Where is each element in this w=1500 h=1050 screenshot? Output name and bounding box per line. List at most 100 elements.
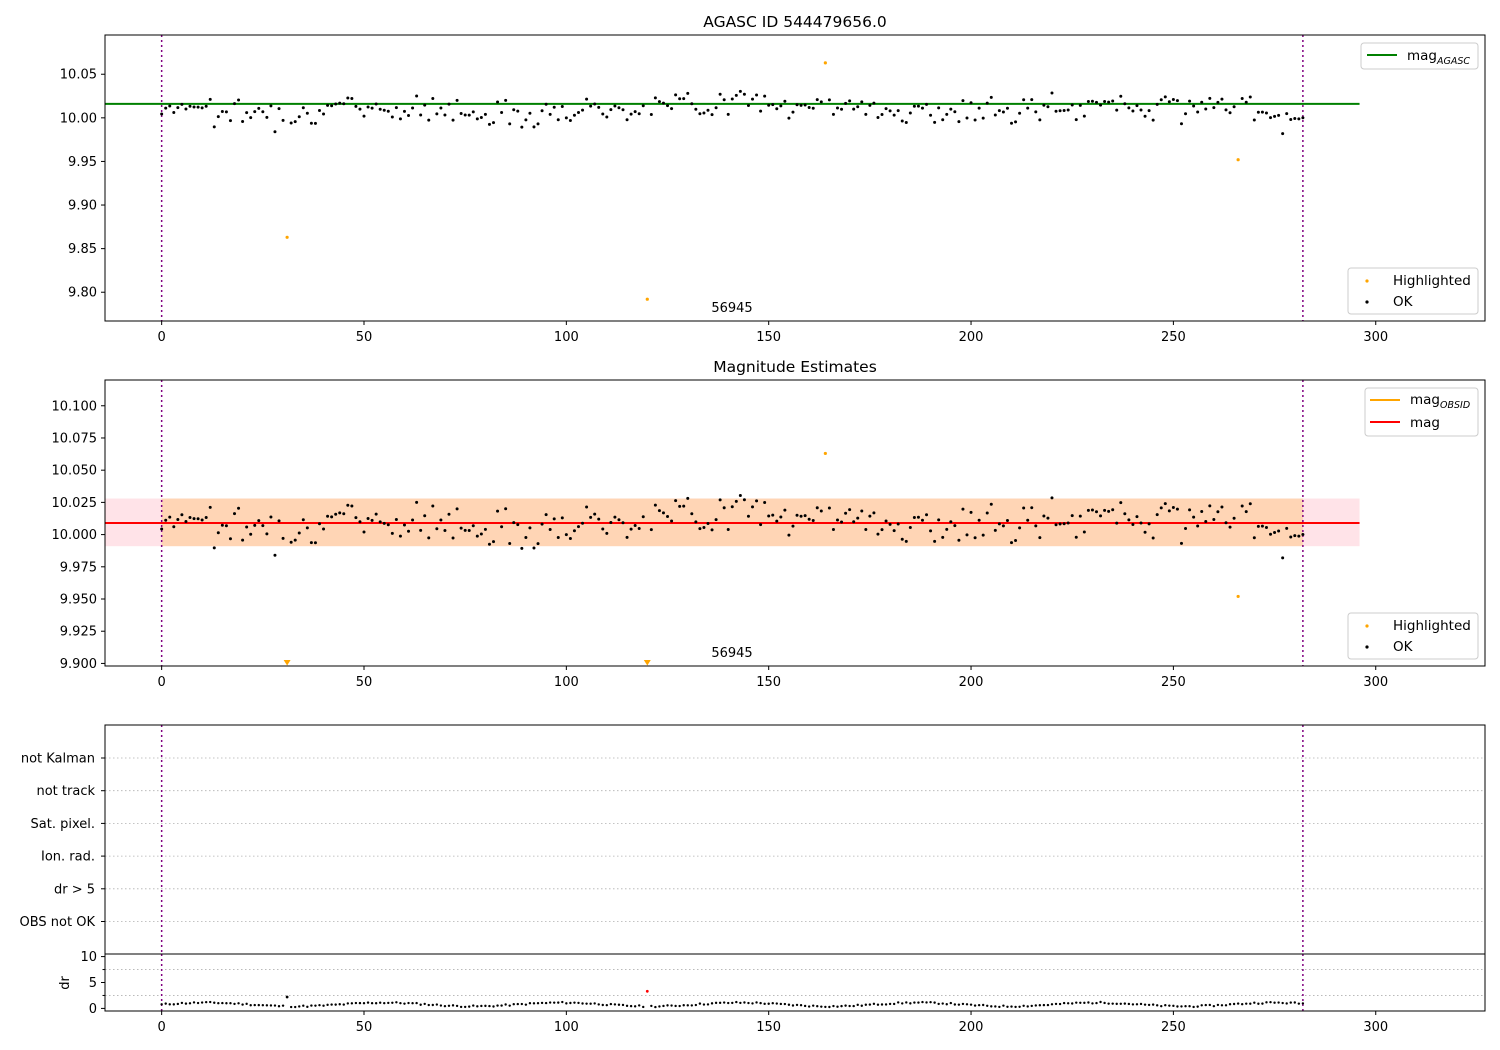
ok-point xyxy=(196,105,200,109)
dr-point xyxy=(229,1002,232,1005)
ok-point xyxy=(1082,530,1086,534)
dr-point xyxy=(249,1004,252,1007)
ok-point xyxy=(536,122,540,126)
ok-point xyxy=(1038,536,1042,540)
dr-point xyxy=(1160,1004,1163,1008)
ok-point xyxy=(249,116,253,120)
dr-point xyxy=(427,1003,430,1007)
ok-point xyxy=(678,97,682,101)
ok-point xyxy=(779,515,783,519)
flag-category-label: dr > 5 xyxy=(54,882,95,897)
ok-point xyxy=(204,104,208,108)
dr-point xyxy=(860,1004,863,1007)
ok-point xyxy=(621,108,625,112)
ok-point xyxy=(993,113,997,117)
dr-point xyxy=(544,1001,548,1005)
ok-point xyxy=(443,113,447,117)
ok-point xyxy=(220,523,224,527)
ok-point xyxy=(411,106,415,110)
ok-point xyxy=(350,96,354,100)
ok-point xyxy=(297,115,301,119)
dr-point xyxy=(868,1003,872,1006)
dr-point xyxy=(953,1003,957,1006)
ok-point xyxy=(601,527,605,531)
dr-point xyxy=(1115,1002,1118,1006)
ok-point xyxy=(180,102,184,106)
dr-point xyxy=(674,1004,677,1008)
ok-point xyxy=(633,523,637,527)
dr-point xyxy=(856,1003,859,1007)
dr-point xyxy=(613,1003,617,1006)
ok-point xyxy=(540,522,544,526)
dr-point xyxy=(374,1002,378,1005)
dr-point xyxy=(816,1005,819,1008)
dr-point xyxy=(1184,1004,1187,1008)
ok-point xyxy=(621,521,625,525)
ok-point xyxy=(330,104,334,108)
dr-point xyxy=(929,1000,932,1004)
dr-point xyxy=(852,1004,855,1008)
ok-point xyxy=(407,529,411,533)
y-tick-label: 10.000 xyxy=(52,528,98,543)
dr-point xyxy=(1249,1002,1252,1005)
ok-point xyxy=(937,518,941,522)
dr-point xyxy=(484,1004,487,1008)
dr-point xyxy=(682,1004,685,1007)
ok-point xyxy=(617,518,621,522)
dr-point xyxy=(277,1005,281,1008)
ok-point xyxy=(536,542,540,546)
ok-point xyxy=(277,519,281,523)
ok-point xyxy=(568,118,572,122)
ok-point xyxy=(516,109,520,113)
ok-point xyxy=(888,109,892,113)
highlighted-point xyxy=(285,235,289,239)
y-tick-label: 10.075 xyxy=(52,431,98,446)
ok-point xyxy=(1107,100,1111,104)
ok-point xyxy=(560,104,564,108)
ok-point xyxy=(520,125,524,129)
ok-point xyxy=(188,104,192,108)
ok-point xyxy=(560,516,564,520)
dr-point xyxy=(419,1003,422,1006)
ok-point xyxy=(572,529,576,533)
dr-point xyxy=(1240,1003,1244,1006)
dr-point xyxy=(569,1001,572,1005)
ok-point xyxy=(1204,107,1208,111)
dr-point xyxy=(589,1002,592,1005)
dr-point xyxy=(281,1004,285,1007)
ok-point xyxy=(378,107,382,111)
x-tick-label: 150 xyxy=(756,675,781,690)
ok-point xyxy=(382,108,386,112)
ok-point xyxy=(585,97,589,101)
ok-point xyxy=(1119,94,1123,98)
ok-point xyxy=(176,517,180,521)
ok-point xyxy=(1281,556,1285,560)
ok-point xyxy=(467,529,471,533)
ok-point xyxy=(374,512,378,516)
ok-point xyxy=(868,103,872,107)
ok-point xyxy=(1135,104,1139,108)
dr-point xyxy=(512,1003,515,1006)
dr-point xyxy=(492,1005,495,1008)
ok-point xyxy=(1208,504,1212,508)
ok-point xyxy=(722,506,726,510)
dr-point xyxy=(1285,1002,1288,1005)
ok-point xyxy=(398,534,402,538)
dr-point xyxy=(844,1004,847,1007)
ok-point xyxy=(840,107,844,111)
dr-point xyxy=(735,1000,738,1004)
ok-point xyxy=(803,514,807,518)
dr-point xyxy=(1289,1001,1292,1004)
y-tick-label: 10.00 xyxy=(60,111,97,126)
dr-point xyxy=(322,1004,325,1007)
dr-point xyxy=(605,1003,609,1007)
dr-point xyxy=(200,1001,204,1004)
ok-point xyxy=(1074,535,1078,539)
dr-point xyxy=(981,1003,985,1007)
dr-point xyxy=(172,1003,175,1006)
dr-point xyxy=(840,1004,843,1008)
dr-point xyxy=(532,1002,536,1005)
dr-point xyxy=(1151,1003,1155,1006)
ok-point xyxy=(415,94,419,98)
ok-point xyxy=(1204,519,1208,523)
